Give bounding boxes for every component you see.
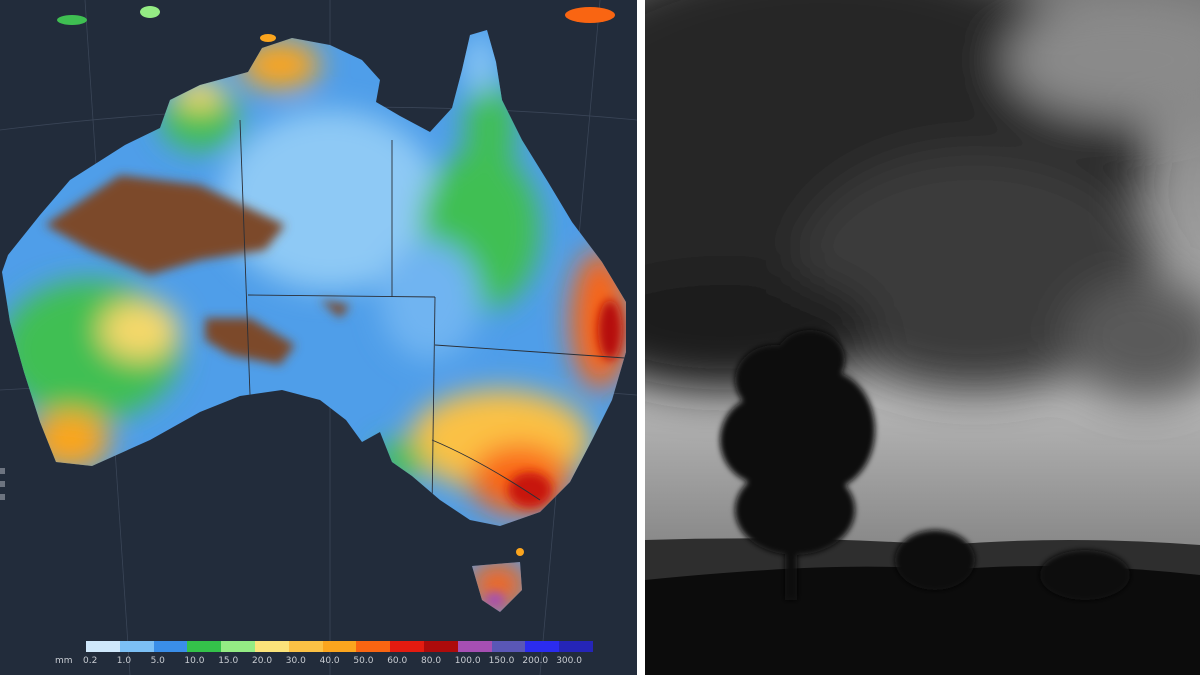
legend-swatch — [356, 641, 391, 652]
legend-swatch — [187, 641, 222, 652]
divider — [637, 0, 645, 675]
legend-label: 40.0 — [319, 656, 340, 666]
rainfall-map: mm 0.2 1.0 5.0 10.0 15.0 20.0 30.0 40.0 50.0 60.0… — [0, 0, 637, 675]
legend-swatch — [390, 641, 424, 652]
legend-swatch — [559, 641, 593, 652]
storm-cloud — [645, 0, 1200, 400]
legend-label: 300.0 — [556, 656, 582, 666]
legend-label: 100.0 — [454, 656, 481, 666]
legend-swatch — [86, 641, 120, 652]
state-borders — [239, 119, 626, 511]
legend-swatch — [457, 641, 492, 652]
storm-cloud-photo — [645, 0, 1200, 675]
side-control[interactable] — [0, 468, 5, 474]
islands — [57, 6, 615, 556]
legend-label: 30.0 — [285, 656, 306, 666]
legend-swatch — [119, 641, 154, 652]
legend-label: 5.0 — [150, 656, 165, 666]
legend-label: 10.0 — [184, 656, 205, 666]
legend-swatch — [322, 641, 357, 652]
legend-unit: mm — [55, 656, 73, 666]
legend-label: 200.0 — [522, 656, 549, 666]
side-control[interactable] — [0, 494, 5, 500]
legend-label: 60.0 — [387, 656, 408, 666]
legend-swatch — [254, 641, 289, 652]
australia-map — [0, 0, 637, 675]
rainfall-field — [2, 30, 626, 612]
legend-swatch — [423, 641, 458, 652]
legend-label: 0.2 — [83, 656, 98, 666]
side-control[interactable] — [0, 481, 5, 487]
legend-swatch — [153, 641, 188, 652]
storm-photo — [645, 0, 1200, 675]
legend-label: 50.0 — [353, 656, 374, 666]
legend-swatch — [288, 641, 323, 652]
legend-swatch — [221, 641, 255, 652]
legend-color-bar — [86, 641, 593, 652]
legend-swatch — [525, 641, 560, 652]
legend-label: 1.0 — [116, 656, 132, 666]
legend-label: 15.0 — [218, 656, 239, 666]
legend-swatch — [491, 641, 526, 652]
legend-label: 150.0 — [488, 656, 515, 666]
legend-label: 80.0 — [421, 656, 442, 666]
legend-label: 20.0 — [252, 656, 273, 666]
tree-silhouette — [720, 330, 1130, 600]
